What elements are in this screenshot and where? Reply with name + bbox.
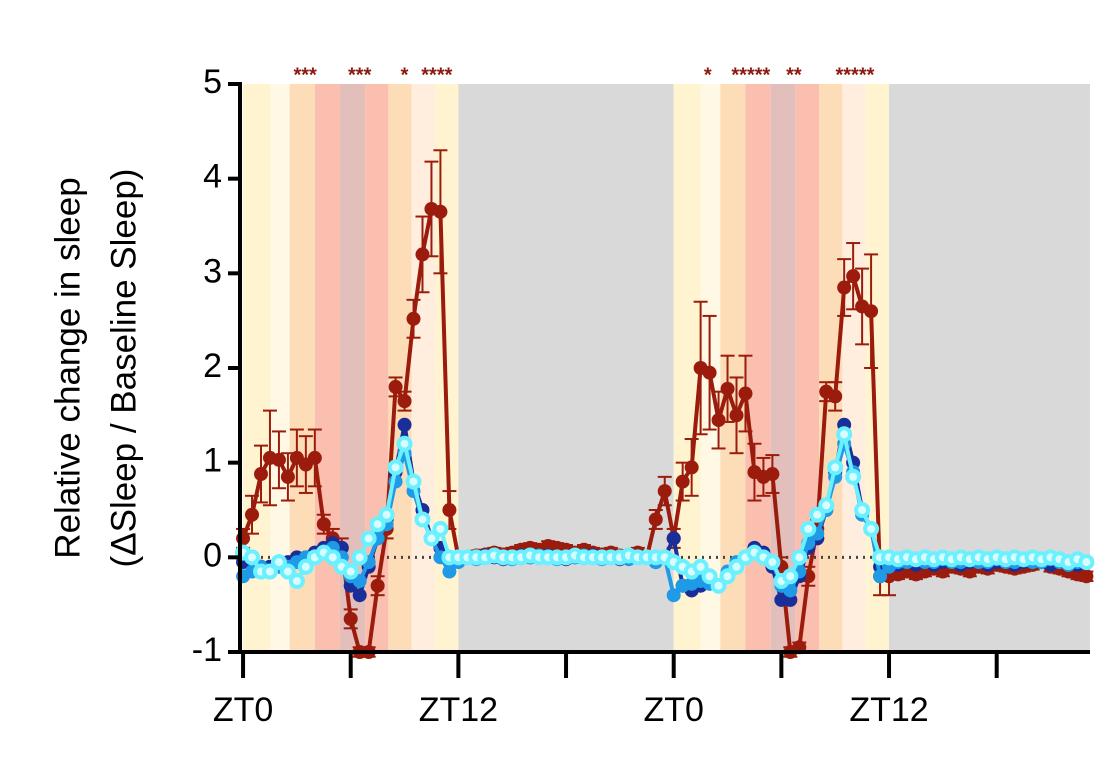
data-point: [369, 516, 386, 533]
data-point: [423, 530, 440, 547]
background-band: [842, 84, 866, 652]
data-point: [710, 577, 727, 594]
data-point: [800, 520, 817, 537]
data-point: [432, 520, 449, 537]
data-point: [324, 549, 341, 566]
data-point: [1079, 569, 1094, 584]
data-point: [846, 269, 861, 284]
data-point: [297, 558, 314, 575]
x-tick-label: ZT12: [419, 691, 498, 729]
data-point: [863, 520, 880, 537]
data-point: [675, 474, 690, 489]
data-point: [837, 280, 852, 295]
data-point: [818, 497, 835, 514]
y-tick-label: 3: [203, 252, 222, 290]
data-point: [397, 394, 412, 409]
data-point: [307, 450, 322, 465]
data-point: [288, 573, 305, 589]
x-tick-label: ZT0: [643, 691, 703, 729]
data-point: [845, 468, 862, 485]
data-point: [442, 564, 457, 579]
data-point: [388, 379, 403, 394]
data-point: [854, 502, 871, 518]
data-point: [827, 459, 844, 476]
data-point: [433, 204, 448, 219]
data-point: [279, 563, 296, 580]
data-point: [405, 473, 422, 490]
data-point: [414, 511, 431, 528]
significance-marker: ***: [348, 64, 372, 86]
background-band: [269, 84, 290, 652]
data-point: [352, 574, 367, 588]
data-point: [415, 247, 430, 262]
significance-marker: ***: [293, 64, 317, 86]
y-tick-label: 0: [203, 536, 222, 574]
data-point: [828, 389, 843, 404]
y-tick-label: 5: [203, 63, 222, 101]
data-point: [873, 569, 888, 584]
y-tick-label: 4: [203, 158, 222, 196]
data-point: [684, 460, 699, 475]
y-tick-label: -1: [192, 631, 222, 669]
data-point: [783, 583, 798, 598]
data-point: [352, 588, 367, 603]
data-point: [764, 554, 781, 571]
data-point: [738, 386, 753, 401]
data-point: [719, 568, 736, 585]
significance-marker: *: [401, 64, 409, 86]
background-band: [388, 84, 412, 652]
data-point: [253, 467, 268, 482]
data-point: [657, 484, 672, 499]
x-tick-label: ZT12: [849, 691, 928, 729]
data-point: [648, 512, 663, 527]
data-point: [342, 563, 359, 580]
data-point: [701, 568, 718, 585]
data-point: [720, 381, 735, 396]
data-point: [280, 469, 295, 484]
y-tick-label: 2: [203, 347, 222, 385]
data-point: [729, 408, 744, 423]
x-tick-label: ZT0: [213, 691, 273, 729]
data-point: [864, 304, 879, 319]
data-point: [765, 467, 780, 482]
data-point: [351, 549, 368, 566]
significance-marker: *****: [731, 64, 770, 86]
data-point: [396, 435, 413, 452]
background-band: [458, 84, 674, 652]
data-point: [244, 549, 261, 566]
data-point: [343, 611, 358, 626]
data-point: [406, 311, 421, 326]
data-point: [360, 530, 377, 547]
data-point: [442, 503, 457, 517]
data-point: [370, 578, 385, 593]
significance-marker: **: [786, 64, 802, 86]
data-point: [271, 452, 286, 467]
y-axis-label: (ΔSleep / Baseline Sleep): [104, 169, 143, 568]
data-point: [316, 517, 331, 532]
significance-marker: ****: [421, 64, 452, 86]
data-point: [245, 507, 260, 522]
data-point: [836, 426, 853, 443]
data-point: [728, 558, 745, 575]
data-point: [387, 459, 404, 476]
significance-marker: *: [704, 64, 712, 86]
data-point: [261, 563, 278, 580]
data-point: [378, 506, 395, 523]
data-point: [702, 365, 717, 380]
y-axis-label: Relative change in sleep: [48, 177, 87, 558]
data-point: [711, 413, 726, 428]
data-point: [791, 549, 808, 566]
data-point: [1078, 554, 1095, 571]
data-point: [666, 531, 681, 546]
significance-marker: *****: [835, 64, 874, 86]
data-point: [666, 588, 681, 603]
data-point: [397, 417, 412, 432]
data-point: [782, 568, 799, 585]
data-point: [809, 506, 826, 523]
data-point: [692, 558, 709, 575]
y-tick-label: 1: [203, 442, 222, 480]
data-point: [270, 554, 287, 571]
